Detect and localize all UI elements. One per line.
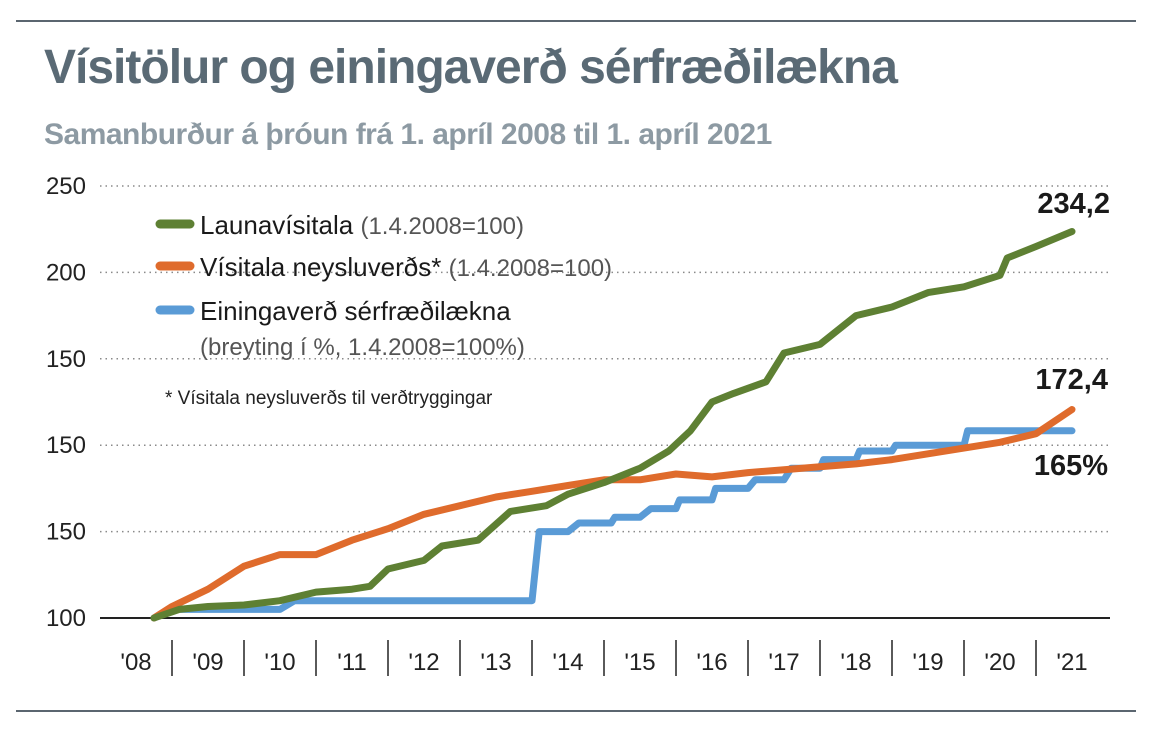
x-tick-label: '21: [1056, 649, 1087, 676]
series-line-orange: [150, 406, 1076, 622]
legend-sublabel-einingaverd: (breyting í %, 1.4.2008=100%): [200, 334, 525, 361]
footnote: * Vísitala neysluverðs til verðtrygginga…: [165, 388, 493, 409]
x-tick-label: '19: [912, 649, 943, 676]
end-label-launavisitala: 234,2: [1037, 188, 1110, 220]
y-tick-label: 150: [46, 519, 86, 546]
x-tick-label: '10: [264, 649, 295, 676]
legend-label-launavisitala: Launavísitala (1.4.2008=100): [200, 210, 524, 240]
y-tick-label: 200: [46, 259, 86, 286]
x-tick-label: '09: [192, 649, 223, 676]
x-tick-label: '20: [984, 649, 1015, 676]
top-rule: [16, 20, 1136, 22]
series-line-green: [150, 228, 1076, 622]
x-axis: '08 '09 '10 '11 '12 '13 '14 '15 '16 '17 '18 '19 '20 '…: [100, 617, 1110, 676]
legend-label-visitala-neysluverds: Vísitala neysluverðs* (1.4.2008=100): [200, 252, 612, 282]
legend-item-visitala-neysluverds: Vísitala neysluverðs* (1.4.2008=100): [155, 252, 612, 282]
end-label-einingaverd: 165%: [1034, 450, 1108, 482]
x-tick-label: '14: [552, 649, 583, 676]
legend-item-einingaverd: Einingaverð sérfræðilækna (breyting í %,…: [155, 296, 525, 361]
x-tick-label: '11: [337, 649, 367, 676]
x-tick-label: '08: [120, 649, 151, 676]
legend-label-einingaverd: Einingaverð sérfræðilækna: [200, 296, 511, 326]
y-tick-label: 100: [46, 605, 86, 632]
bottom-rule: [16, 710, 1136, 712]
series-lines: [150, 228, 1076, 622]
end-label-visitala-neysluverds: 172,4: [1035, 364, 1108, 396]
x-tick-label: '12: [408, 649, 439, 676]
chart-title: Vísitölur og einingaverð sérfræðilækna: [44, 41, 898, 94]
y-tick-label: 250: [46, 173, 86, 200]
y-axis-ticks: 100 150 150 150 200 250: [46, 173, 86, 632]
series-line-blue: [150, 427, 1076, 622]
x-tick-label: '16: [696, 649, 727, 676]
legend: Launavísitala (1.4.2008=100) Vísitala ne…: [155, 210, 612, 361]
legend-item-launavisitala: Launavísitala (1.4.2008=100): [155, 210, 524, 240]
x-tick-label: '17: [768, 649, 799, 676]
y-tick-label: 150: [46, 346, 86, 373]
y-tick-label: 150: [46, 432, 86, 459]
x-tick-label: '15: [624, 649, 655, 676]
chart-subtitle: Samanburður á þróun frá 1. apríl 2008 ti…: [44, 118, 772, 151]
x-tick-label: '18: [840, 649, 871, 676]
x-tick-label: '13: [480, 649, 511, 676]
